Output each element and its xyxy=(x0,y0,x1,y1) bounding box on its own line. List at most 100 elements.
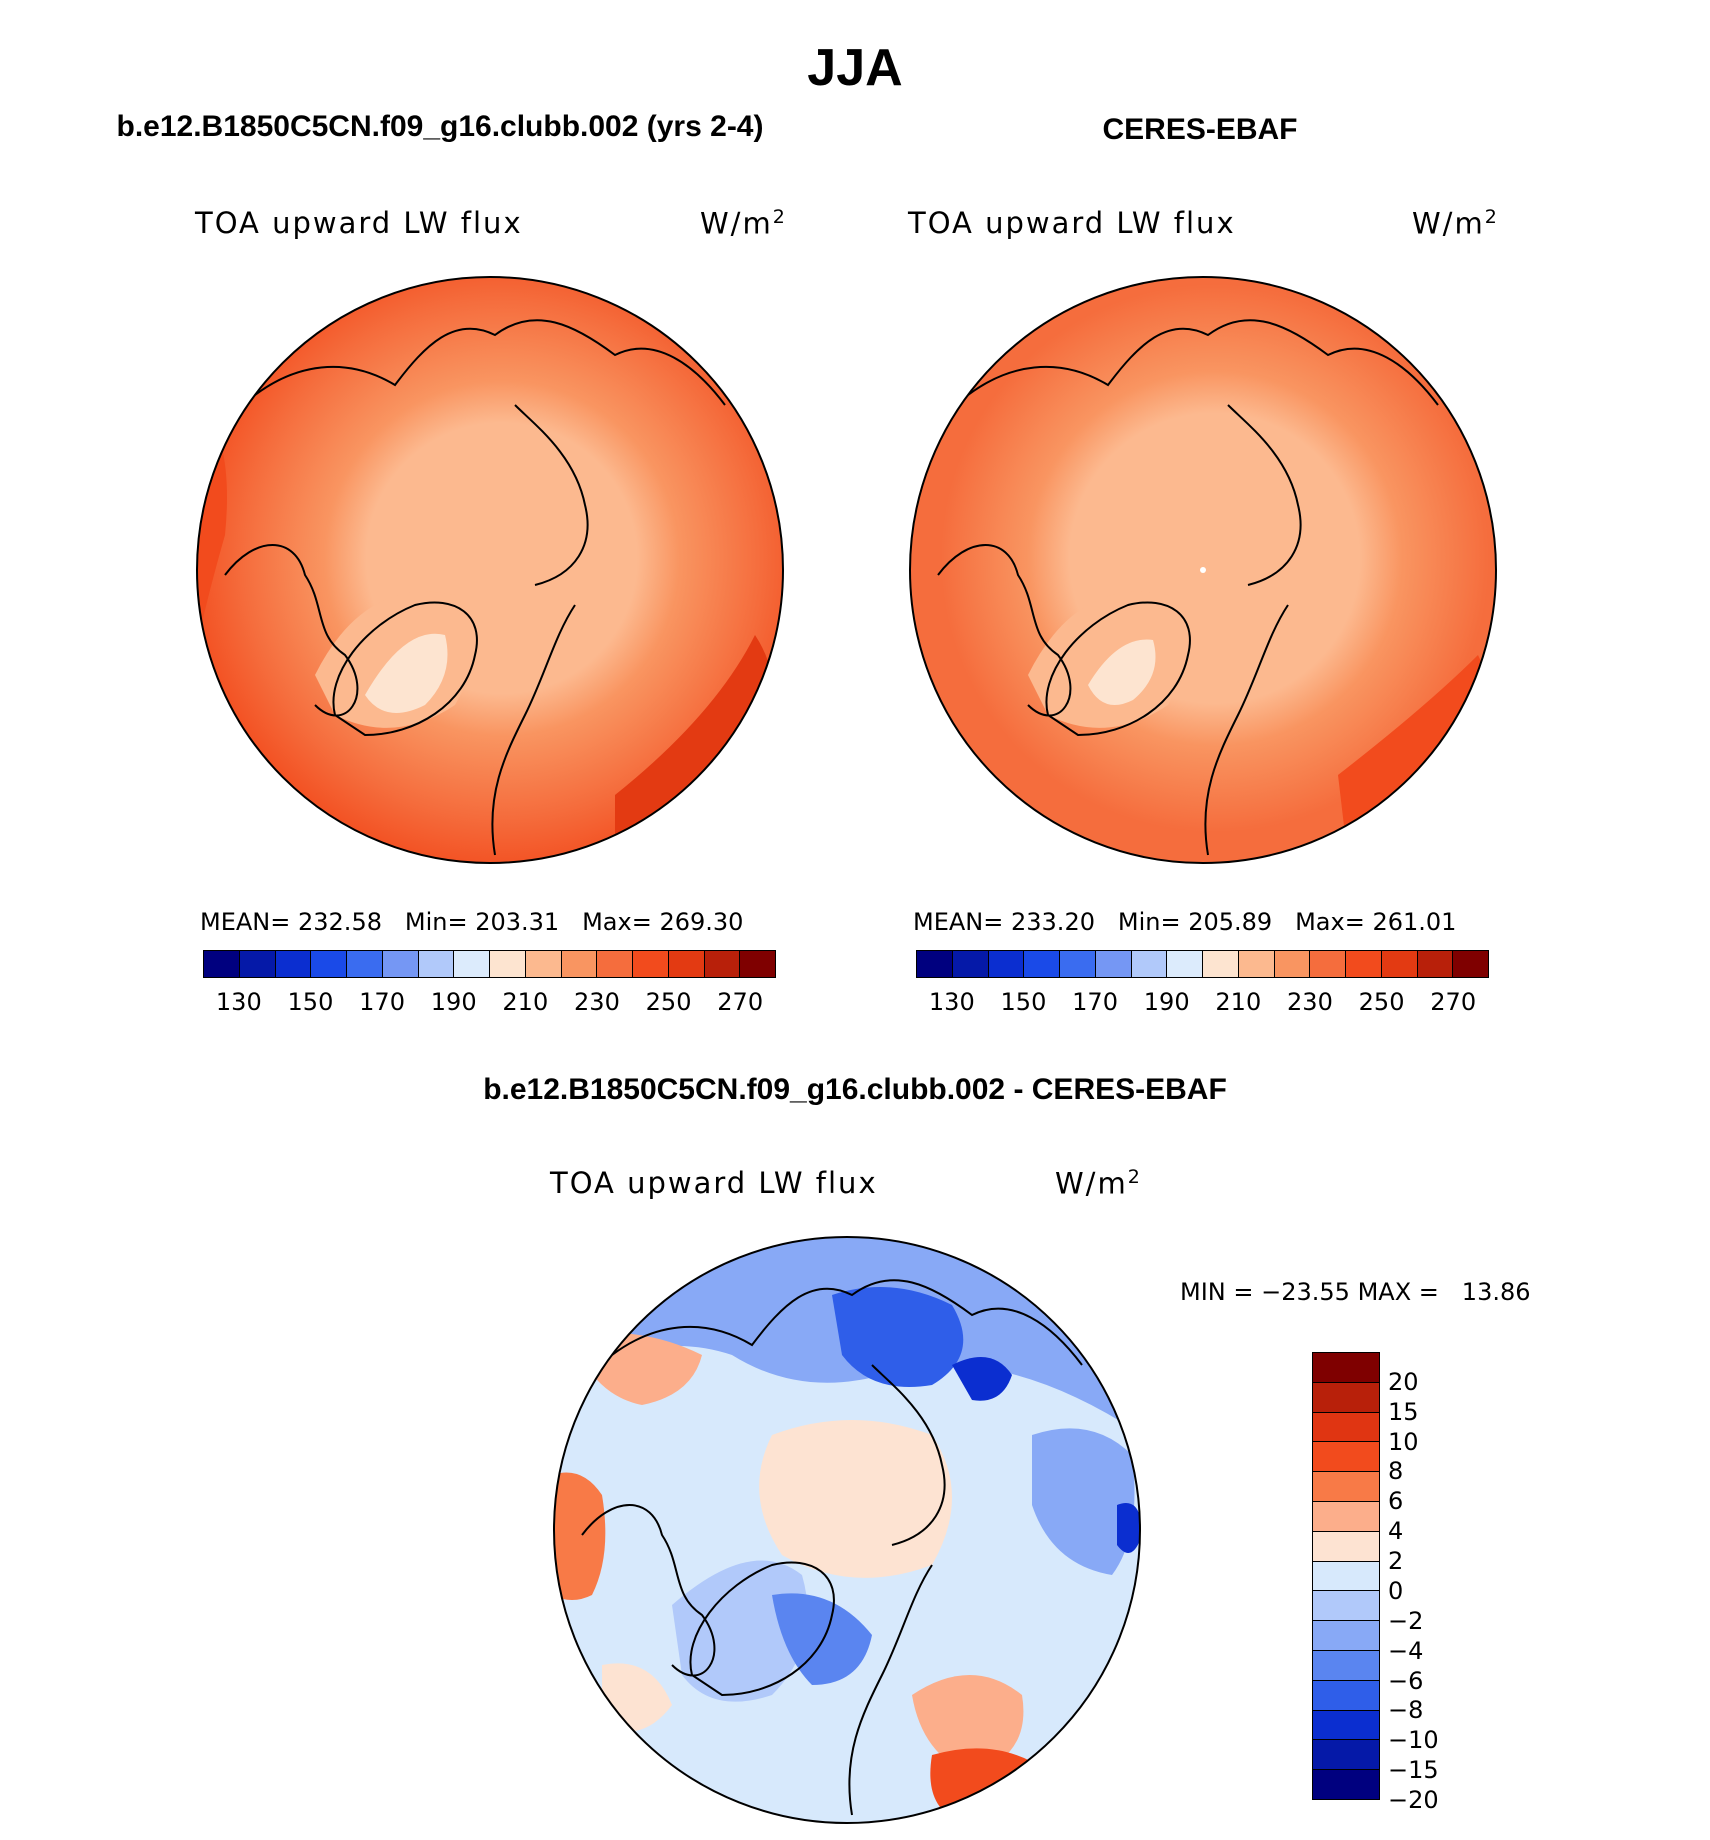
arctic-ocean-warm xyxy=(759,1420,952,1578)
colorbar-swatch xyxy=(1310,951,1346,977)
map-boundary xyxy=(553,1236,1141,1824)
colorbar-tick-label: 6 xyxy=(1388,1487,1404,1516)
colorbar-swatch xyxy=(1024,951,1060,977)
coastline-north-america xyxy=(937,544,1072,717)
colorbar-swatch xyxy=(1313,1770,1379,1799)
colorbar-tick-label: 15 xyxy=(1388,1397,1419,1426)
coastline-siberia xyxy=(871,1364,946,1546)
colorbar-swatch xyxy=(1167,951,1203,977)
model-stats: MEAN= 232.58 Min= 203.31 Max= 269.30 xyxy=(200,908,744,936)
coastline-eurasia xyxy=(254,319,726,406)
model-polar-map xyxy=(196,276,784,864)
colorbar-tick-label: 170 xyxy=(359,988,405,1016)
obs-colorbar-ticks: 130 150 170 190 210 230 250 270 xyxy=(916,988,1489,1018)
colorbar-swatch xyxy=(1238,951,1275,977)
colorbar-tick-label: 210 xyxy=(502,988,549,1016)
colorbar-tick-label: 230 xyxy=(574,988,620,1016)
colorbar-swatch xyxy=(1274,951,1311,977)
colorbar-tick-label: 170 xyxy=(1072,988,1118,1016)
coastline-siberia xyxy=(1227,404,1302,586)
coastline-north-america xyxy=(581,1504,716,1677)
colorbar-tick-label: 2 xyxy=(1388,1547,1404,1576)
colorbar-tick-label: 150 xyxy=(287,988,334,1016)
colorbar-swatch xyxy=(1381,951,1418,977)
colorbar-swatch xyxy=(490,951,526,977)
colorbar-tick-label: 190 xyxy=(1143,988,1190,1016)
coastline-siberia xyxy=(514,404,589,586)
coastline-scandinavia xyxy=(491,604,576,856)
colorbar-tick-label: 0 xyxy=(1388,1576,1404,1605)
coastline-greenland xyxy=(1045,601,1191,737)
figure-title: JJA xyxy=(807,39,903,97)
model-panel-title: b.e12.B1850C5CN.f09_g16.clubb.002 (yrs 2… xyxy=(116,110,764,143)
coastline-scandinavia xyxy=(1204,604,1289,856)
colorbar-swatch xyxy=(704,951,741,977)
colorbar-swatch xyxy=(917,951,953,977)
colorbar-swatch xyxy=(633,951,669,977)
colorbar-swatch xyxy=(1313,1680,1379,1711)
colorbar-tick-label: 270 xyxy=(717,988,764,1016)
colorbar-swatch xyxy=(1313,1412,1379,1443)
colorbar-tick-label: 8 xyxy=(1388,1457,1404,1486)
colorbar-swatch xyxy=(668,951,705,977)
colorbar-tick-label: 130 xyxy=(215,988,262,1016)
colorbar-tick-label: 210 xyxy=(1215,988,1262,1016)
diff-variable-label: TOA upward LW flux xyxy=(550,1166,878,1200)
colorbar-tick-label: 150 xyxy=(1000,988,1047,1016)
model-units-label: W/m2 xyxy=(700,206,787,241)
colorbar-swatch xyxy=(740,951,775,977)
colorbar-swatch xyxy=(1313,1472,1379,1502)
colorbar-swatch xyxy=(988,951,1025,977)
model-colorbar-ticks: 130 150 170 190 210 230 250 270 xyxy=(203,988,776,1018)
colorbar-swatch xyxy=(1417,951,1454,977)
colorbar-tick-label: 270 xyxy=(1430,988,1477,1016)
colorbar-swatch xyxy=(1313,1382,1379,1413)
colorbar-swatch xyxy=(1346,951,1382,977)
colorbar-tick-label: 10 xyxy=(1388,1427,1419,1456)
obs-stats: MEAN= 233.20 Min= 205.89 Max= 261.01 xyxy=(913,908,1457,936)
colorbar-swatch xyxy=(204,951,240,977)
colorbar-tick-label: 130 xyxy=(928,988,975,1016)
colorbar-swatch xyxy=(382,951,419,977)
coastline-eurasia xyxy=(967,319,1439,406)
east-strong-blue-spot xyxy=(1117,1503,1140,1553)
colorbar-swatch xyxy=(1453,951,1488,977)
obs-variable-label: TOA upward LW flux xyxy=(908,206,1236,240)
pole-point xyxy=(1200,567,1206,573)
colorbar-tick-label: −8 xyxy=(1388,1696,1424,1725)
strong-blue-spot xyxy=(952,1357,1012,1401)
colorbar-swatch xyxy=(1313,1740,1379,1771)
colorbar-swatch xyxy=(1313,1710,1379,1741)
diff-polar-map xyxy=(553,1236,1141,1824)
colorbar-swatch xyxy=(418,951,455,977)
diff-panel-title: b.e12.B1850C5CN.f09_g16.clubb.002 - CERE… xyxy=(483,1073,1227,1106)
greenland-core xyxy=(1088,639,1156,705)
colorbar-swatch xyxy=(1313,1442,1379,1473)
colorbar-swatch xyxy=(1313,1650,1379,1681)
colorbar-swatch xyxy=(275,951,312,977)
southeast-warm-region xyxy=(930,1748,1052,1823)
colorbar-swatch xyxy=(1060,951,1096,977)
west-warm-region xyxy=(554,1472,606,1600)
central-blue-region xyxy=(772,1593,872,1685)
coastline-greenland xyxy=(689,1561,835,1697)
colorbar-tick-label: −20 xyxy=(1388,1786,1439,1814)
colorbar-tick-label: 250 xyxy=(1358,988,1405,1016)
colorbar-tick-label: −4 xyxy=(1388,1636,1424,1665)
colorbar-tick-label: 250 xyxy=(645,988,692,1016)
colorbar-swatch xyxy=(597,951,633,977)
obs-panel-title: CERES-EBAF xyxy=(1102,113,1298,146)
colorbar-swatch xyxy=(952,951,989,977)
colorbar-tick-label: −6 xyxy=(1388,1666,1424,1695)
obs-colorbar xyxy=(916,950,1489,978)
east-blue-region xyxy=(1032,1428,1135,1575)
colorbar-tick-label: 4 xyxy=(1388,1517,1404,1546)
diff-minmax: MIN = −23.55 MAX = 13.86 xyxy=(1180,1278,1531,1306)
model-colorbar xyxy=(203,950,776,978)
colorbar-swatch xyxy=(1313,1591,1379,1622)
diff-colorbar-ticks: 20 15 10 8 6 4 2 0 −2 −4 −6 −8 −10 −15 −20 xyxy=(1388,1352,1468,1814)
colorbar-swatch xyxy=(1095,951,1132,977)
colorbar-swatch xyxy=(1313,1353,1379,1383)
colorbar-tick-label: −10 xyxy=(1388,1726,1439,1755)
map-boundary xyxy=(909,276,1497,864)
